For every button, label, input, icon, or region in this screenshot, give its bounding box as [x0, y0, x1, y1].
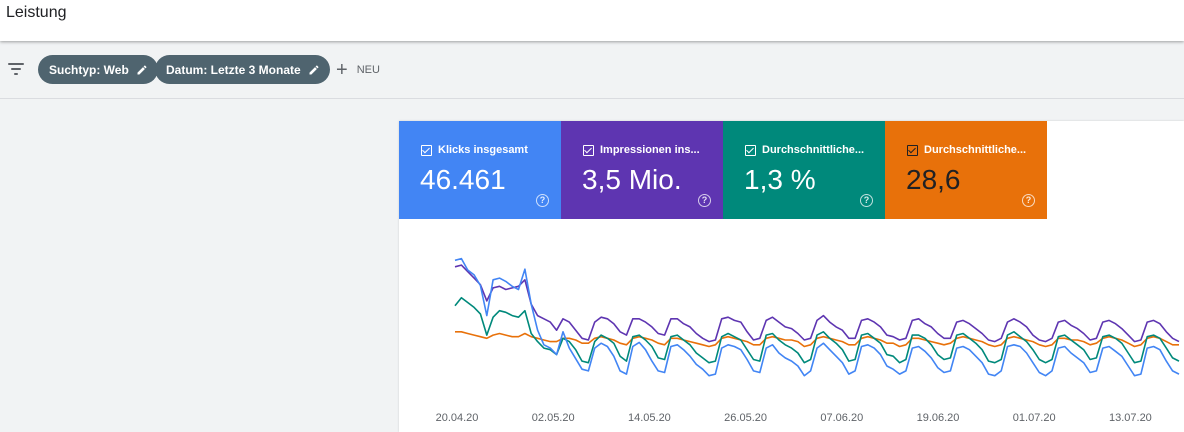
edit-icon	[309, 64, 319, 74]
chip-label: Suchtyp: Web	[49, 62, 129, 77]
metric-label: Durchschnittliche...	[924, 144, 1027, 156]
metric-label: Durchschnittliche...	[762, 144, 865, 156]
checkbox-checked-icon[interactable]	[421, 144, 432, 156]
metric-total-clicks[interactable]: Klicks insgesamt 46.461 ?	[399, 121, 561, 219]
x-tick-label: 14.05.20	[628, 412, 671, 424]
chip-label: Datum: Letzte 3 Monate	[166, 62, 301, 77]
help-icon[interactable]: ?	[1022, 194, 1035, 207]
checkbox-checked-icon[interactable]	[583, 144, 594, 156]
x-tick-label: 19.06.20	[917, 412, 960, 424]
metric-value: 46.461	[420, 164, 506, 195]
performance-chart[interactable]: 20.04.20 02.05.20 14.05.20 26.05.20 07.06.20…	[399, 219, 1184, 432]
date-range-chip[interactable]: Datum: Letzte 3 Monate	[155, 55, 330, 84]
x-tick-label: 02.05.20	[532, 412, 575, 424]
series-line-2[interactable]	[454, 296, 1180, 364]
plus-icon: +	[336, 59, 348, 81]
checkbox-checked-icon[interactable]	[907, 144, 918, 156]
metric-average-position[interactable]: Durchschnittliche... 28,6 ?	[885, 121, 1047, 219]
metric-label: Klicks insgesamt	[438, 144, 528, 156]
x-tick-label: 13.07.20	[1109, 412, 1152, 424]
metric-total-impressions[interactable]: Impressionen ins... 3,5 Mio. ?	[561, 121, 723, 219]
new-filter-button[interactable]: + NEU	[336, 59, 380, 81]
search-type-chip[interactable]: Suchtyp: Web	[38, 55, 158, 84]
performance-card: Klicks insgesamt 46.461 ? Impressionen i…	[399, 121, 1184, 432]
metric-value: 28,6	[906, 164, 961, 195]
x-tick-label: 01.07.20	[1013, 412, 1056, 424]
metric-average-ctr[interactable]: Durchschnittliche... 1,3 % ?	[723, 121, 885, 219]
series-line-0[interactable]	[454, 257, 1180, 377]
checkbox-checked-icon[interactable]	[745, 144, 756, 156]
metric-value: 3,5 Mio.	[582, 164, 682, 195]
page-title: Leistung	[6, 4, 67, 21]
help-icon[interactable]: ?	[860, 194, 873, 207]
x-tick-label: 07.06.20	[820, 412, 863, 424]
metric-value: 1,3 %	[744, 164, 816, 195]
filter-bar: Suchtyp: Web Datum: Letzte 3 Monate + NE…	[0, 41, 1184, 99]
page-header: Leistung	[0, 0, 1184, 41]
filter-icon[interactable]	[8, 63, 24, 77]
new-filter-label: NEU	[356, 64, 380, 76]
help-icon[interactable]: ?	[698, 194, 711, 207]
help-icon[interactable]: ?	[536, 194, 549, 207]
series-line-1[interactable]	[454, 264, 1180, 343]
x-tick-label: 26.05.20	[724, 412, 767, 424]
edit-icon	[137, 64, 147, 74]
x-tick-label: 20.04.20	[436, 412, 479, 424]
metric-label: Impressionen ins...	[600, 144, 700, 156]
